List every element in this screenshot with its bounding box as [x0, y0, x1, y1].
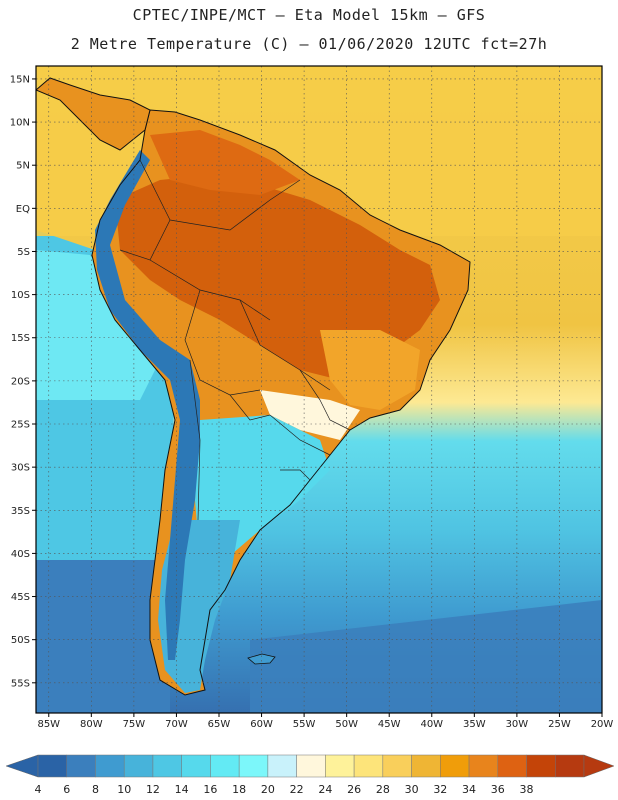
- lat-tick-label: 25S: [11, 420, 30, 431]
- falkland-islands: [247, 653, 276, 665]
- pacific-coastal-warm-band: [36, 250, 160, 400]
- colorbar-swatch: [440, 754, 470, 778]
- lat-tick-label: 50S: [11, 635, 30, 646]
- colorbar-swatch: [66, 754, 96, 778]
- lon-tick-label: 80W: [80, 719, 103, 730]
- southern-brazil-mild: [260, 390, 360, 440]
- lon-tick-label: 45W: [378, 719, 401, 730]
- colorbar-label: 12: [146, 783, 160, 796]
- colorbar-swatch: [497, 754, 527, 778]
- colorbar-swatch: [152, 754, 182, 778]
- lat-tick-label: 30S: [11, 463, 30, 474]
- colorbar-label: 10: [117, 783, 131, 796]
- brazil-highlands-warm: [320, 330, 420, 410]
- colorbar-swatch: [382, 754, 412, 778]
- colorbar-swatch: [181, 754, 211, 778]
- colorbar-swatch: [468, 754, 499, 778]
- colorbar-swatch: [526, 754, 556, 778]
- atlantic-southern-cold: [250, 600, 602, 713]
- colorbar-low-arrow: [5, 754, 39, 778]
- north-hot-region: [150, 130, 300, 195]
- colorbar-label: 28: [376, 783, 390, 796]
- colorbar-swatch: [411, 754, 441, 778]
- colorbar-high-arrow: [583, 754, 615, 778]
- colorbar-label: 36: [491, 783, 505, 796]
- central-america-outline: [36, 77, 151, 151]
- lat-tick-label: 15S: [11, 333, 30, 344]
- lon-tick-label: 70W: [165, 719, 188, 730]
- lat-tick-label: 15N: [10, 74, 30, 85]
- amazon-hot-region: [115, 175, 440, 380]
- lat-tick-label: 40S: [11, 549, 30, 560]
- colorbar-label: 30: [405, 783, 419, 796]
- lat-tick-label: 20S: [11, 376, 30, 387]
- colorbar-label: 14: [175, 783, 189, 796]
- map-title-line-2: 2 Metre Temperature (C) – 01/06/2020 12U…: [70, 35, 548, 53]
- lat-tick-label: 5S: [17, 247, 30, 258]
- andes-cold-strip: [95, 150, 200, 660]
- pacific-southern-cold: [36, 560, 170, 713]
- colorbar-label: 24: [318, 783, 332, 796]
- lon-tick-label: 30W: [506, 719, 529, 730]
- latitude-axis: 15N 10N 5N EQ 5S 10S 15S 20S 25S 30S 35S 40S 45S 50S 5…: [10, 74, 36, 689]
- lat-tick-label: 35S: [11, 506, 30, 517]
- colorbar-label: 26: [347, 783, 361, 796]
- lon-tick-label: 40W: [420, 719, 443, 730]
- coastline: [91, 109, 471, 696]
- lat-tick-label: 55S: [11, 678, 30, 689]
- colorbar-label: 22: [290, 783, 304, 796]
- colorbar-swatch: [555, 754, 585, 778]
- lon-tick-label: 55W: [293, 719, 316, 730]
- map-frame: [35, 65, 603, 714]
- colorbar-label: 16: [203, 783, 217, 796]
- map-title-line-1: CPTEC/INPE/MCT – Eta Model 15km – GFS: [132, 6, 486, 24]
- colorbar-label: 8: [92, 783, 99, 796]
- lon-tick-label: 25W: [548, 719, 571, 730]
- lat-tick-label: 45S: [11, 592, 30, 603]
- lon-tick-label: 85W: [37, 719, 60, 730]
- colorbar-swatch: [37, 754, 67, 778]
- colorbar-label: 38: [520, 783, 534, 796]
- colorbar-label: 6: [63, 783, 70, 796]
- colorbar-label: 32: [433, 783, 447, 796]
- colorbar-swatch: [353, 754, 384, 778]
- lat-tick-label: EQ: [16, 204, 30, 215]
- colorbar-swatch: [296, 754, 326, 778]
- country-borders: [119, 159, 351, 521]
- colorbar-swatch: [325, 754, 355, 778]
- longitude-axis: 85W 80W 75W 70W 65W 60W 55W 50W 45W 40W 35W 30W 25W 2…: [37, 713, 613, 730]
- colorbar-swatch: [238, 754, 269, 778]
- lon-tick-label: 75W: [123, 719, 146, 730]
- lon-tick-label: 60W: [250, 719, 273, 730]
- lon-tick-label: 35W: [463, 719, 486, 730]
- colorbar-label: 18: [232, 783, 246, 796]
- colorbar-swatch: [123, 754, 154, 778]
- lon-tick-label: 20W: [591, 719, 614, 730]
- colorbar-label: 34: [462, 783, 476, 796]
- lon-tick-label: 50W: [335, 719, 358, 730]
- lat-tick-label: 10S: [11, 290, 30, 301]
- colorbar-label: 20: [261, 783, 275, 796]
- colorbar-swatch: [210, 754, 240, 778]
- colorbar-label: 4: [35, 783, 42, 796]
- lon-tick-label: 65W: [208, 719, 231, 730]
- map-plot-area: [36, 66, 602, 713]
- lat-tick-label: 10N: [10, 118, 30, 129]
- lat-tick-label: 5N: [16, 161, 30, 172]
- colorbar-swatch: [95, 754, 125, 778]
- colorbar-swatch: [267, 754, 297, 778]
- colorbar: 4 6 8 10 12 14 16 18 20 22 24 26 28 30 32 34 36 38: [5, 754, 615, 796]
